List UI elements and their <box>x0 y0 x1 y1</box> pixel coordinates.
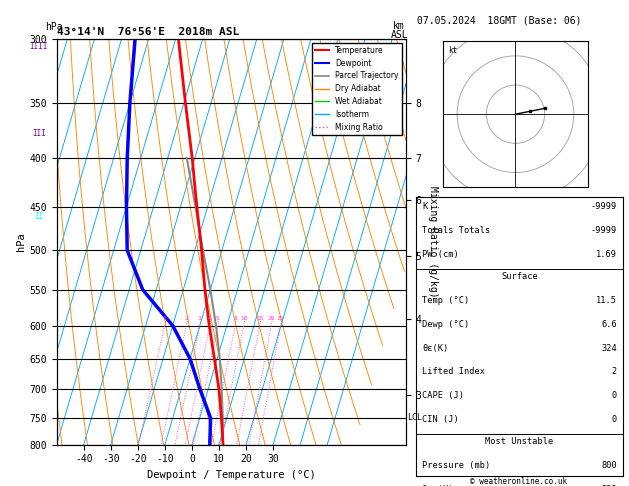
Text: 3: 3 <box>198 316 202 321</box>
Text: PW (cm): PW (cm) <box>422 250 459 259</box>
Text: Temp (°C): Temp (°C) <box>422 296 469 305</box>
Text: LCL: LCL <box>407 414 422 422</box>
Text: 1.69: 1.69 <box>596 250 617 259</box>
Text: km: km <box>392 21 404 31</box>
Text: 2: 2 <box>184 316 188 321</box>
Text: III: III <box>32 129 46 138</box>
Text: 4: 4 <box>208 316 212 321</box>
Text: Pressure (mb): Pressure (mb) <box>422 461 490 470</box>
Text: Totals Totals: Totals Totals <box>422 226 490 235</box>
Text: CAPE (J): CAPE (J) <box>422 391 464 400</box>
Text: 15: 15 <box>256 316 264 321</box>
Text: 10: 10 <box>240 316 247 321</box>
Text: -9999: -9999 <box>591 203 617 211</box>
Text: Most Unstable: Most Unstable <box>486 437 554 446</box>
Text: 329: 329 <box>601 485 617 486</box>
Text: hPa: hPa <box>45 22 63 32</box>
Text: 5: 5 <box>216 316 220 321</box>
Text: Surface: Surface <box>501 272 538 281</box>
Text: 6.6: 6.6 <box>601 320 617 329</box>
Text: 0: 0 <box>612 391 617 400</box>
Text: -9999: -9999 <box>591 226 617 235</box>
Text: θε (K): θε (K) <box>422 485 454 486</box>
Legend: Temperature, Dewpoint, Parcel Trajectory, Dry Adiabat, Wet Adiabat, Isotherm, Mi: Temperature, Dewpoint, Parcel Trajectory… <box>313 43 402 135</box>
Text: CIN (J): CIN (J) <box>422 415 459 424</box>
Text: 800: 800 <box>601 461 617 470</box>
Text: 1: 1 <box>162 316 166 321</box>
Text: Dewp (°C): Dewp (°C) <box>422 320 469 329</box>
X-axis label: Dewpoint / Temperature (°C): Dewpoint / Temperature (°C) <box>147 470 316 480</box>
Text: 07.05.2024  18GMT (Base: 06): 07.05.2024 18GMT (Base: 06) <box>417 16 582 25</box>
Text: © weatheronline.co.uk: © weatheronline.co.uk <box>470 477 567 486</box>
Text: K: K <box>422 203 427 211</box>
Text: 43°14'N  76°56'E  2018m ASL: 43°14'N 76°56'E 2018m ASL <box>57 27 239 37</box>
Text: 2: 2 <box>612 367 617 376</box>
Text: 8: 8 <box>233 316 237 321</box>
Text: θε(K): θε(K) <box>422 344 448 352</box>
Text: ASL: ASL <box>391 30 408 40</box>
Text: IIII: IIII <box>30 42 48 51</box>
Text: 25: 25 <box>277 316 284 321</box>
Text: II: II <box>35 212 43 221</box>
Text: 11.5: 11.5 <box>596 296 617 305</box>
Text: 0: 0 <box>612 415 617 424</box>
Y-axis label: Mixing Ratio (g/kg): Mixing Ratio (g/kg) <box>428 186 438 297</box>
Text: 324: 324 <box>601 344 617 352</box>
Y-axis label: hPa: hPa <box>16 232 26 251</box>
Text: Lifted Index: Lifted Index <box>422 367 485 376</box>
Text: kt: kt <box>448 46 458 55</box>
Text: 20: 20 <box>267 316 275 321</box>
